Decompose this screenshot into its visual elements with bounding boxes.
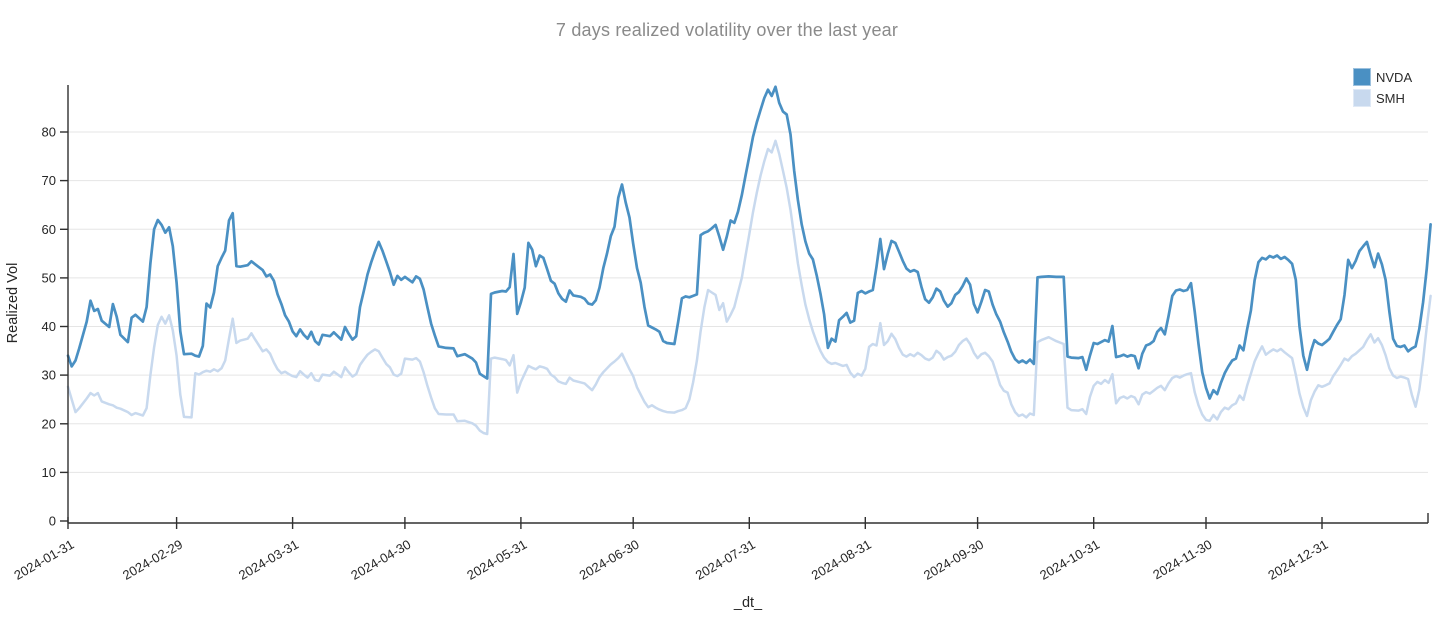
x-tick-label: 2024-05-31 xyxy=(464,537,529,583)
axes xyxy=(67,85,1429,524)
y-axis-ticks: 0 10 20 30 40 50 60 70 80 xyxy=(42,125,68,529)
x-axis-title: _dt_ xyxy=(733,595,763,611)
y-tick-label: 40 xyxy=(42,319,56,334)
y-tick-label: 0 xyxy=(49,514,56,529)
y-tick-label: 60 xyxy=(42,222,56,237)
y-tick-label: 30 xyxy=(42,368,56,383)
chart-title: 7 days realized volatility over the last… xyxy=(555,20,899,40)
x-tick-label: 2024-12-31 xyxy=(1265,537,1330,583)
smh-series-swatch-icon xyxy=(1353,89,1371,107)
x-tick-label: 2024-10-31 xyxy=(1037,537,1102,583)
y-axis-title: Realized Vol xyxy=(5,263,21,344)
x-tick-label: 2024-01-31 xyxy=(11,537,76,583)
y-tick-label: 20 xyxy=(42,416,56,431)
y-tick-label: 50 xyxy=(42,270,56,285)
x-tick-label: 2024-02-29 xyxy=(120,537,185,583)
legend-label-smh: SMH xyxy=(1376,90,1405,106)
legend: NVDA SMH xyxy=(1353,67,1412,108)
x-tick-label: 2024-07-31 xyxy=(693,537,758,583)
legend-item-nvda: NVDA xyxy=(1353,67,1412,87)
y-tick-label: 80 xyxy=(42,125,56,140)
smh-series-line xyxy=(66,139,1432,436)
nvda-series-swatch-icon xyxy=(1353,68,1371,86)
x-tick-label: 2024-08-31 xyxy=(809,537,874,583)
x-tick-label: 2024-06-30 xyxy=(577,537,642,583)
legend-label-nvda: NVDA xyxy=(1376,69,1413,85)
x-tick-label: 2024-03-31 xyxy=(236,537,301,583)
y-gridlines xyxy=(68,131,1428,473)
x-tick-label: 2024-04-30 xyxy=(348,537,413,583)
x-tick-label: 2024-11-30 xyxy=(1150,537,1214,583)
y-tick-label: 10 xyxy=(42,465,56,480)
x-tick-label: 2024-09-30 xyxy=(921,537,986,583)
nvda-series-line xyxy=(66,85,1432,400)
y-tick-label: 70 xyxy=(42,173,56,188)
legend-item-smh: SMH xyxy=(1353,88,1412,108)
x-axis-ticks: 2024-01-31 2024-02-29 2024-03-31 2024-04-30… xyxy=(11,517,1331,583)
